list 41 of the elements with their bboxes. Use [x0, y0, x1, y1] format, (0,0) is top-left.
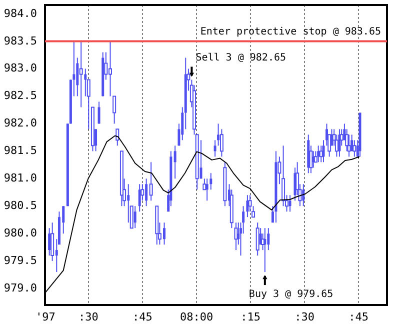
- y-tick-label: 979.0: [4, 282, 37, 295]
- candlestick: [317, 145, 320, 163]
- x-tick-label: :15: [240, 310, 260, 324]
- y-tick-label: 982.0: [4, 116, 37, 130]
- candlestick: [246, 194, 249, 218]
- x-tick-label: :30: [78, 310, 98, 324]
- x-tick-label: :45: [348, 310, 369, 324]
- annotation: Sell 3 @ 982.65: [196, 52, 286, 64]
- y-tick-label: 980.0: [4, 226, 37, 240]
- candlestick: [242, 206, 245, 234]
- y-tick-label: 981.5: [4, 144, 37, 158]
- y-tick-label: 983.0: [4, 62, 37, 75]
- x-tick-label: 08:00: [180, 310, 214, 324]
- candlestick: [210, 172, 212, 190]
- y-tick-label: 979.5: [4, 254, 37, 268]
- candlestick: [79, 40, 83, 108]
- candlestick: [116, 128, 120, 146]
- candlestick: [174, 145, 176, 180]
- candlestick: [214, 140, 216, 158]
- candlestick: [206, 178, 208, 202]
- x-tick-label: :30: [294, 310, 314, 324]
- y-tick-label: 983.5: [4, 34, 37, 48]
- y-tick-label: 982.5: [4, 89, 37, 102]
- candlestick: [98, 101, 100, 124]
- y-tick-label: 984.0: [4, 6, 37, 20]
- candlestick: [138, 184, 141, 212]
- candlestick: [112, 96, 116, 124]
- x-tick-label: '97: [36, 310, 56, 324]
- ref-line-label: Enter protective stop @ 983.65: [200, 26, 381, 38]
- candlestick: [288, 194, 292, 212]
- candlestick: [134, 206, 136, 229]
- candlestick: [48, 228, 51, 256]
- y-tick-label: 981.0: [4, 172, 37, 185]
- candlestick: [234, 222, 238, 251]
- candlestick: [50, 222, 54, 262]
- annotation: Buy 3 @ 979.65: [248, 289, 334, 300]
- candlestick: [302, 184, 305, 207]
- x-tick-label: :45: [132, 310, 152, 324]
- y-tick-label: 980.5: [4, 199, 37, 212]
- candlestick: [108, 40, 112, 97]
- candlestick: [149, 162, 153, 202]
